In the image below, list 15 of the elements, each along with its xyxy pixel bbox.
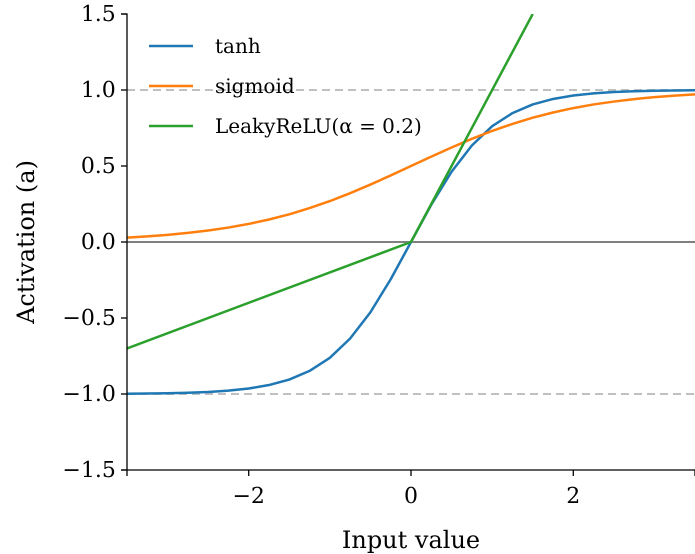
legend-label: LeakyReLU(α = 0.2) (215, 114, 422, 138)
x-tick-label: 2 (566, 484, 580, 510)
x-axis-title: Input value (342, 526, 480, 554)
y-tick-label: 1.5 (80, 2, 116, 28)
y-tick-label: −1.0 (62, 382, 116, 408)
x-tick-label: 0 (404, 484, 418, 510)
legend-label: tanh (215, 34, 261, 58)
y-tick-label: 0.0 (80, 230, 116, 256)
x-tick-label: −2 (232, 484, 265, 510)
y-tick-label: −0.5 (62, 306, 116, 332)
y-tick-label: −1.5 (62, 458, 116, 484)
y-tick-label: 1.0 (80, 78, 116, 104)
y-tick-label: 0.5 (80, 154, 116, 180)
y-axis-title: Activation (a) (12, 160, 40, 325)
legend-label: sigmoid (215, 74, 295, 98)
